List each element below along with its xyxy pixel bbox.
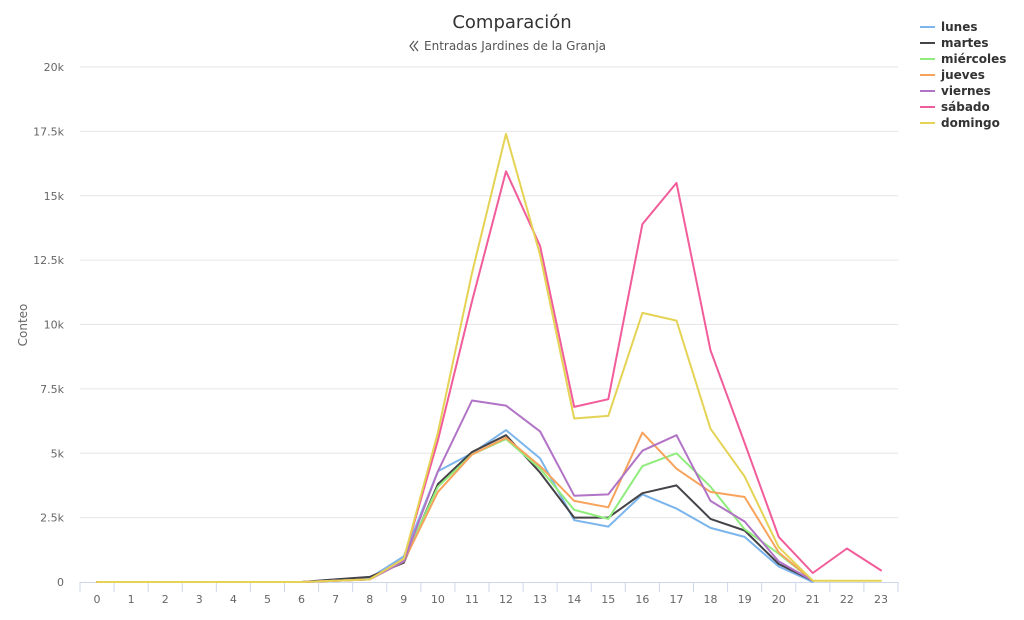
chart-subtitle-text: Entradas Jardines de la Granja	[424, 39, 606, 53]
x-tick-label: 0	[94, 593, 101, 606]
x-tick-label: 16	[635, 593, 649, 606]
y-tick-label: 20k	[44, 61, 65, 74]
y-tick-label: 0	[57, 576, 64, 589]
y-tick-label: 17.5k	[33, 125, 64, 138]
legend-label: miércoles	[941, 52, 1006, 66]
legend-item[interactable]: lunes	[920, 20, 977, 34]
x-tick-label: 3	[196, 593, 203, 606]
grid-lines	[80, 66, 898, 519]
x-tick-label: 22	[840, 593, 854, 606]
legend-item[interactable]: martes	[920, 36, 989, 50]
y-tick-label: 10k	[44, 319, 65, 332]
series-line-6[interactable]	[96, 132, 882, 583]
y-tick-label: 7.5k	[40, 383, 64, 396]
series-line-3[interactable]	[96, 431, 814, 583]
x-tick-label: 10	[431, 593, 445, 606]
x-axis: 0 1 2 3 4 5 6 7 8 9 10 11 12 13 14 15 16 17 18 19 20 21 22 23	[79, 582, 899, 606]
series-line-4[interactable]	[96, 399, 814, 583]
x-tick-label: 6	[298, 593, 305, 606]
legend-label: martes	[941, 36, 989, 50]
legend-label: domingo	[941, 116, 1000, 130]
legend-label: jueves	[940, 68, 985, 82]
y-tick-label: 2.5k	[40, 512, 64, 525]
x-tick-label: 17	[669, 593, 683, 606]
series-line-5[interactable]	[96, 170, 882, 583]
x-tick-label: 15	[601, 593, 615, 606]
x-tick-label: 19	[738, 593, 752, 606]
x-tick-label: 2	[162, 593, 169, 606]
x-tick-label: 9	[400, 593, 407, 606]
legend: lunes martes miércoles jueves viernes sábado d…	[920, 20, 1006, 130]
chart-subtitle[interactable]: Entradas Jardines de la Granja	[409, 39, 606, 53]
x-tick-label: 5	[264, 593, 271, 606]
chart-title: Comparación	[452, 12, 571, 33]
x-tick-label: 13	[533, 593, 547, 606]
x-tick-label: 12	[499, 593, 513, 606]
legend-item[interactable]: viernes	[920, 84, 991, 98]
legend-item[interactable]: miércoles	[920, 52, 1006, 66]
x-tick-label: 23	[874, 593, 888, 606]
x-tick-label: 8	[366, 593, 373, 606]
x-tick-label: 1	[128, 593, 135, 606]
legend-item[interactable]: sábado	[920, 100, 990, 114]
double-chevron-left-icon	[409, 40, 419, 52]
x-tick-label: 20	[772, 593, 786, 606]
series-lines	[96, 132, 882, 583]
series-line-2[interactable]	[96, 438, 814, 583]
x-tick-label: 14	[567, 593, 581, 606]
series-line-1[interactable]	[96, 434, 814, 583]
legend-label: viernes	[941, 84, 991, 98]
legend-label: lunes	[941, 20, 977, 34]
legend-item[interactable]: jueves	[920, 68, 985, 82]
legend-label: sábado	[941, 100, 990, 114]
y-tick-label: 15k	[44, 190, 65, 203]
x-tick-label: 21	[806, 593, 820, 606]
y-axis-ticks: 0 2.5k 5k 7.5k 10k 12.5k 15k 17.5k 20k	[33, 61, 64, 589]
x-tick-label: 11	[465, 593, 479, 606]
y-axis-title: Conteo	[16, 304, 30, 347]
legend-item[interactable]: domingo	[920, 116, 1000, 130]
y-tick-label: 5k	[51, 447, 65, 460]
x-tick-label: 7	[332, 593, 339, 606]
x-tick-label: 4	[230, 593, 237, 606]
x-tick-label: 18	[704, 593, 718, 606]
y-tick-label: 12.5k	[33, 254, 64, 267]
